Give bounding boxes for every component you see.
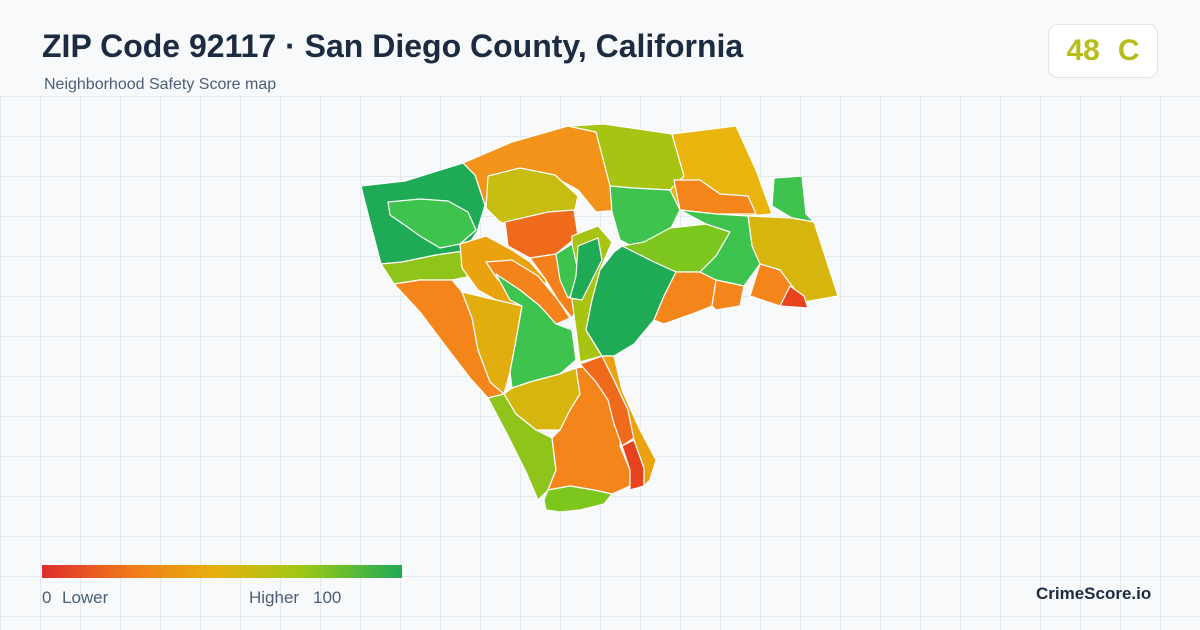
page-title: ZIP Code 92117 · San Diego County, Calif… xyxy=(42,28,744,64)
map-region[interactable] xyxy=(569,237,603,301)
header: ZIP Code 92117 · San Diego County, Calif… xyxy=(0,0,1200,96)
legend-color-scale xyxy=(42,565,402,578)
map-region[interactable] xyxy=(543,485,613,513)
brand-logo[interactable]: CrimeScore.io xyxy=(1036,584,1152,603)
map-region[interactable] xyxy=(771,175,815,223)
score-value: 48 xyxy=(1066,34,1100,67)
map-region[interactable] xyxy=(504,209,579,259)
legend-high-label: Higher xyxy=(249,588,300,607)
page-subtitle: Neighborhood Safety Score map xyxy=(44,76,277,93)
map-region[interactable] xyxy=(711,279,745,311)
map-region[interactable] xyxy=(653,271,717,325)
score-grade: C xyxy=(1117,34,1140,67)
legend-min-label: 0 xyxy=(42,588,52,607)
map-region[interactable] xyxy=(601,355,657,487)
legend-max-label: 100 xyxy=(313,588,342,607)
map-region[interactable] xyxy=(461,291,523,395)
map-region[interactable] xyxy=(779,285,809,309)
score-badge: 48 C xyxy=(1048,24,1158,78)
legend-low-label: Lower xyxy=(62,588,109,607)
